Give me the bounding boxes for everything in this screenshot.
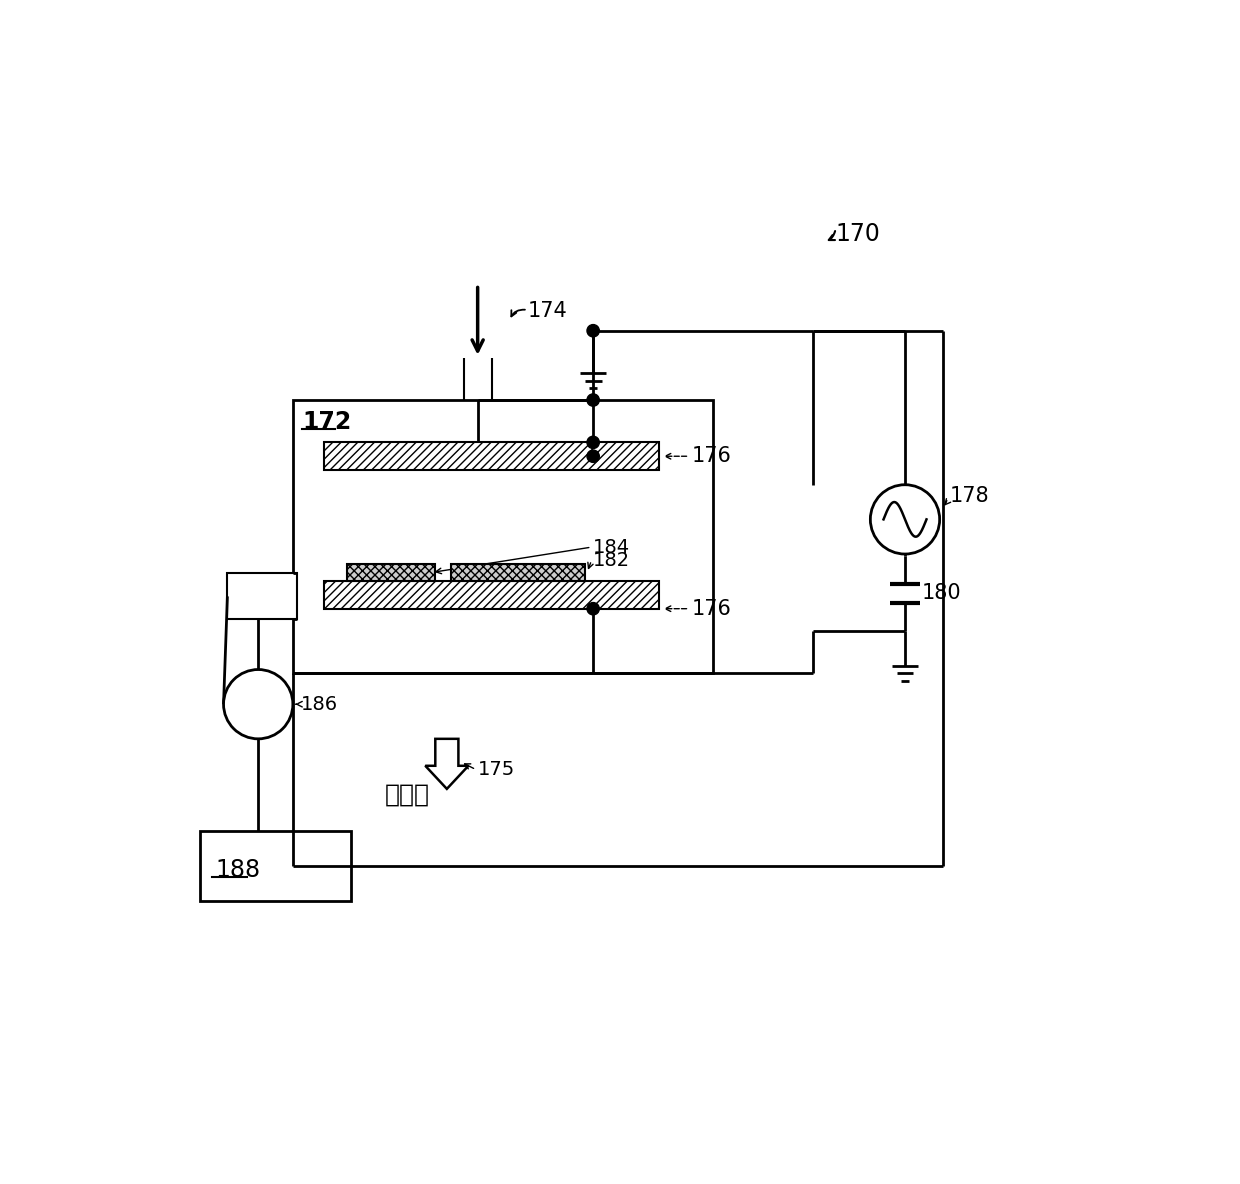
Text: 172: 172 bbox=[303, 410, 351, 433]
Bar bbox=[201, 831, 351, 901]
Bar bbox=[450, 564, 585, 581]
Text: 186: 186 bbox=[300, 695, 337, 714]
Text: 175: 175 bbox=[477, 760, 515, 779]
Bar bbox=[324, 581, 658, 609]
FancyArrow shape bbox=[425, 739, 469, 789]
Bar bbox=[293, 400, 713, 674]
Bar bbox=[324, 443, 658, 470]
Text: 176: 176 bbox=[692, 599, 732, 619]
Text: 174: 174 bbox=[528, 302, 568, 322]
Text: 178: 178 bbox=[950, 487, 990, 507]
Circle shape bbox=[587, 603, 599, 614]
Bar bbox=[227, 573, 296, 619]
Circle shape bbox=[587, 324, 599, 337]
Text: 真空泵: 真空泵 bbox=[386, 783, 430, 806]
Circle shape bbox=[587, 436, 599, 449]
Circle shape bbox=[587, 450, 599, 463]
Text: 184: 184 bbox=[593, 538, 630, 556]
Circle shape bbox=[870, 484, 940, 554]
Text: 188: 188 bbox=[216, 857, 260, 882]
Text: 170: 170 bbox=[836, 223, 880, 246]
Text: 176: 176 bbox=[692, 446, 732, 466]
Text: 180: 180 bbox=[921, 584, 961, 604]
Circle shape bbox=[587, 394, 599, 406]
Circle shape bbox=[223, 669, 293, 739]
Text: 182: 182 bbox=[593, 551, 630, 570]
Bar bbox=[347, 564, 435, 581]
